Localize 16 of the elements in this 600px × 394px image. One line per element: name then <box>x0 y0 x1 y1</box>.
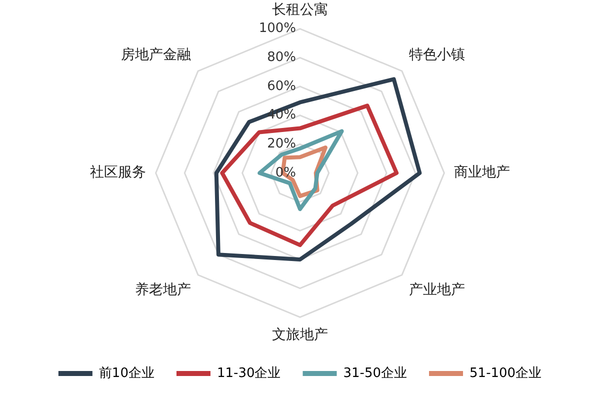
spoke-label: 商业地产 <box>454 164 510 181</box>
spoke-label: 养老地产 <box>134 282 191 298</box>
y-tick-label: 20% <box>267 136 296 152</box>
y-tick-label: 100% <box>258 21 296 36</box>
legend-label: 前10企业 <box>98 366 154 381</box>
spoke-label: 产业地产 <box>409 282 466 298</box>
y-tick-label: 80% <box>267 50 296 66</box>
spoke-label: 特色小镇 <box>409 47 466 64</box>
legend-label: 11-30企业 <box>216 366 281 381</box>
spoke-label: 房地产金融 <box>120 47 191 64</box>
y-tick-label: 60% <box>267 78 296 94</box>
spoke-label: 文旅地产 <box>272 327 328 344</box>
spoke-label: 社区服务 <box>90 164 146 181</box>
spoke-label: 长租公寓 <box>272 2 328 18</box>
legend-label: 31-50企业 <box>343 366 408 381</box>
legend-label: 51-100企业 <box>470 366 542 381</box>
